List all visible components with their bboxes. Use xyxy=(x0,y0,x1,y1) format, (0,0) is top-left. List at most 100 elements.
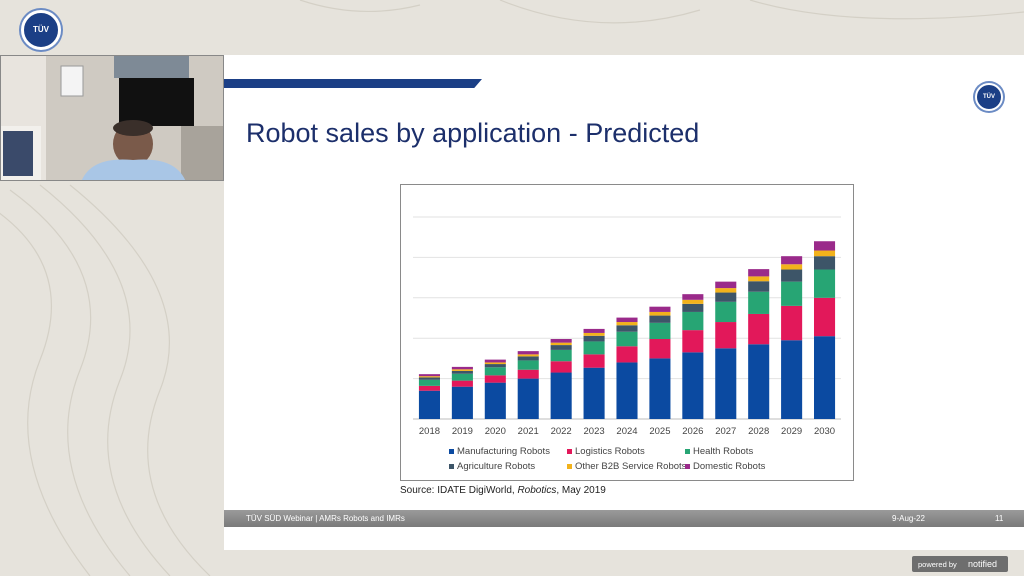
bar-2022-series-2 xyxy=(550,349,572,362)
bar-2026-series-3 xyxy=(682,303,704,312)
bar-2022-series-5 xyxy=(550,339,572,343)
legend-swatch xyxy=(685,463,690,469)
chart-frame: 2018 2019 2020 2021 2022 2023 2024 2025 2026 2027… xyxy=(400,184,854,481)
bar-2028-series-5 xyxy=(748,269,770,277)
bar-2018-series-2 xyxy=(418,379,440,386)
footer-date: 9-Aug-22 xyxy=(892,514,925,523)
bar-2025-series-1 xyxy=(649,339,671,359)
logo-text: TÜV xyxy=(33,25,49,34)
bar-2027-series-1 xyxy=(715,322,737,349)
bar-2030-series-4 xyxy=(814,250,836,257)
bar-2025-series-4 xyxy=(649,311,671,316)
source-prefix: Source: IDATE DigiWorld, xyxy=(400,485,518,496)
slide-tuv-logo: TÜV xyxy=(975,83,1003,111)
bar-2029-series-0 xyxy=(781,340,803,419)
bar-2018-series-1 xyxy=(418,385,440,391)
bar-2023-series-3 xyxy=(583,335,605,342)
bar-2026-series-2 xyxy=(682,311,704,331)
bar-2020-series-5 xyxy=(484,359,506,363)
legend-item: Logistics Robots xyxy=(567,446,645,457)
legend-item: Agriculture Robots xyxy=(449,461,535,472)
bar-2025-series-0 xyxy=(649,358,671,419)
legend-swatch xyxy=(449,448,454,454)
bar-2023-series-1 xyxy=(583,354,605,368)
x-tick-label: 2026 xyxy=(682,426,703,437)
bar-2024-series-0 xyxy=(616,362,638,419)
bar-2026-series-4 xyxy=(682,299,704,304)
presentation-slide: TÜV Robot sales by application - Predict… xyxy=(224,55,1024,550)
legend-swatch xyxy=(567,448,572,454)
bar-2019-series-5 xyxy=(451,366,473,370)
stacked-bar-chart: 2018 2019 2020 2021 2022 2023 2024 2025 2026 2027… xyxy=(413,216,841,437)
footer-page-number: 11 xyxy=(995,514,1004,523)
bar-2027-series-3 xyxy=(715,292,737,302)
bar-2030-series-1 xyxy=(814,297,836,337)
bar-2023-series-5 xyxy=(583,328,605,333)
bar-2028-series-3 xyxy=(748,281,770,292)
x-tick-label: 2024 xyxy=(616,426,637,437)
bar-2021-series-5 xyxy=(517,351,539,355)
legend-label: Other B2B Service Robots xyxy=(575,461,687,472)
x-tick-label: 2028 xyxy=(748,426,769,437)
bar-2028-series-0 xyxy=(748,344,770,419)
bar-2030-series-2 xyxy=(814,269,836,298)
bar-2019-series-0 xyxy=(451,386,473,419)
bar-2029-series-5 xyxy=(781,256,803,265)
tuv-logo: TÜV xyxy=(21,10,61,50)
bar-2027-series-0 xyxy=(715,348,737,419)
bar-2019-series-1 xyxy=(451,380,473,387)
bar-2029-series-1 xyxy=(781,305,803,341)
legend-item: Other B2B Service Robots xyxy=(567,461,686,472)
bar-2024-series-2 xyxy=(616,331,638,347)
bar-2022-series-3 xyxy=(550,345,572,350)
bar-2018-series-4 xyxy=(418,376,440,378)
legend-item: Manufacturing Robots xyxy=(449,446,550,457)
bar-2020-series-1 xyxy=(484,375,506,383)
bar-2023-series-4 xyxy=(583,332,605,336)
bar-2020-series-3 xyxy=(484,364,506,368)
slide-logo-text: TÜV xyxy=(983,94,995,100)
bar-2024-series-3 xyxy=(616,325,638,332)
bar-2025-series-5 xyxy=(649,306,671,312)
bar-2018-series-5 xyxy=(418,374,440,377)
legend-label: Domestic Robots xyxy=(693,461,766,472)
bar-2022-series-4 xyxy=(550,342,572,346)
bar-2019-series-4 xyxy=(451,369,473,371)
legend-swatch xyxy=(449,463,454,469)
x-tick-label: 2029 xyxy=(781,426,802,437)
bar-2028-series-1 xyxy=(748,313,770,345)
bar-2018-series-3 xyxy=(418,377,440,380)
x-tick-label: 2021 xyxy=(518,426,539,437)
bar-2024-series-4 xyxy=(616,322,638,326)
bar-2022-series-1 xyxy=(550,361,572,373)
legend-swatch xyxy=(685,448,690,454)
legend-label: Health Robots xyxy=(693,446,754,457)
accent-bar xyxy=(224,79,482,88)
bar-2024-series-5 xyxy=(616,317,638,323)
bar-2021-series-4 xyxy=(517,354,539,357)
x-tick-label: 2020 xyxy=(485,426,506,437)
presenter-video-icon xyxy=(1,56,223,180)
bar-2021-series-1 xyxy=(517,369,539,379)
powered-by-badge[interactable]: powered by notified xyxy=(912,556,1008,572)
x-tick-label: 2027 xyxy=(715,426,736,437)
bar-2027-series-2 xyxy=(715,301,737,323)
bar-2024-series-1 xyxy=(616,346,638,363)
bar-2028-series-2 xyxy=(748,291,770,314)
bar-2026-series-1 xyxy=(682,330,704,353)
bar-2022-series-0 xyxy=(550,372,572,419)
bar-2030-series-0 xyxy=(814,336,836,419)
bar-2021-series-3 xyxy=(517,356,539,361)
bar-2023-series-0 xyxy=(583,367,605,419)
bar-2027-series-4 xyxy=(715,288,737,293)
bar-2028-series-4 xyxy=(748,276,770,282)
bar-2030-series-5 xyxy=(814,241,836,251)
legend-label: Logistics Robots xyxy=(575,446,645,457)
bar-2027-series-5 xyxy=(715,281,737,289)
bar-2030-series-3 xyxy=(814,256,836,270)
slide-footer: TÜV SÜD Webinar | AMRs Robots and IMRs 9… xyxy=(224,510,1024,527)
bar-2029-series-2 xyxy=(781,281,803,306)
bar-2021-series-2 xyxy=(517,360,539,370)
legend-item: Domestic Robots xyxy=(685,461,765,472)
powered-brand: notified xyxy=(968,559,998,569)
